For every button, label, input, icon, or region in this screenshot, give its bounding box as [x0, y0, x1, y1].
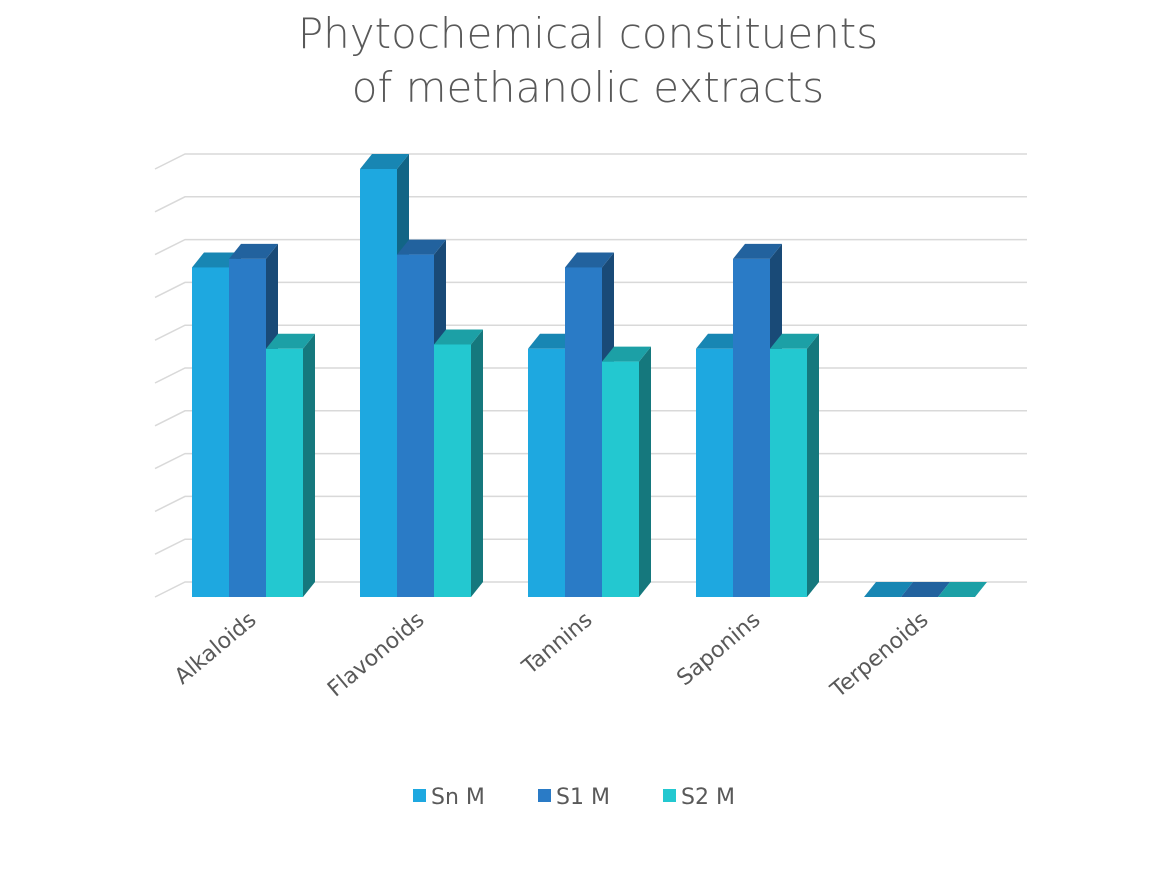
- bar-front: [266, 348, 303, 597]
- chart-title: Phytochemical constituents of methanolic …: [298, 9, 878, 112]
- bar-top: [770, 333, 819, 349]
- bar-top: [360, 154, 409, 169]
- bar-top: [434, 329, 483, 345]
- bar-top: [565, 252, 614, 268]
- legend-label: Sn M: [431, 785, 485, 810]
- bar-front: [696, 348, 733, 597]
- bar-front: [397, 254, 434, 597]
- bar: [770, 333, 819, 597]
- bar-front: [733, 258, 770, 597]
- bar-top: [192, 252, 241, 268]
- bar-side: [639, 346, 651, 597]
- bar-top: [528, 333, 577, 349]
- bar-top: [938, 582, 987, 597]
- bar-front: [770, 348, 807, 597]
- bar-top: [864, 582, 913, 597]
- bar: [864, 582, 913, 597]
- bar-side: [807, 333, 819, 597]
- bar-front: [229, 258, 266, 597]
- bar-top: [696, 333, 745, 349]
- bar-top: [602, 346, 651, 362]
- bar-front: [360, 169, 397, 597]
- bar: [602, 346, 651, 597]
- bar: [266, 333, 315, 597]
- grid-line: [154, 196, 1027, 213]
- legend-label: S1 M: [556, 785, 610, 810]
- bar-front: [434, 344, 471, 597]
- bar-top: [266, 333, 315, 349]
- bar-top: [229, 243, 278, 259]
- legend-label: S2 M: [681, 785, 735, 810]
- legend-swatch: [413, 789, 426, 802]
- title-line: of methanolic extracts: [352, 63, 824, 112]
- bar: [733, 243, 782, 597]
- bar-front: [192, 267, 229, 597]
- grid-line: [154, 153, 1027, 170]
- bar-top: [901, 582, 950, 597]
- bar-front: [528, 348, 565, 597]
- grid-line: [154, 238, 1027, 256]
- bar-front: [565, 267, 602, 597]
- bar-front: [602, 361, 639, 597]
- bar: [938, 582, 987, 597]
- title-line: Phytochemical constituents: [298, 9, 878, 58]
- bar-top: [733, 243, 782, 259]
- legend-swatch: [538, 789, 551, 802]
- bar-side: [471, 329, 483, 597]
- bar: [901, 582, 950, 597]
- bar-side: [303, 333, 315, 597]
- legend-swatch: [663, 789, 676, 802]
- bar-top: [397, 239, 446, 255]
- bar: [434, 329, 483, 597]
